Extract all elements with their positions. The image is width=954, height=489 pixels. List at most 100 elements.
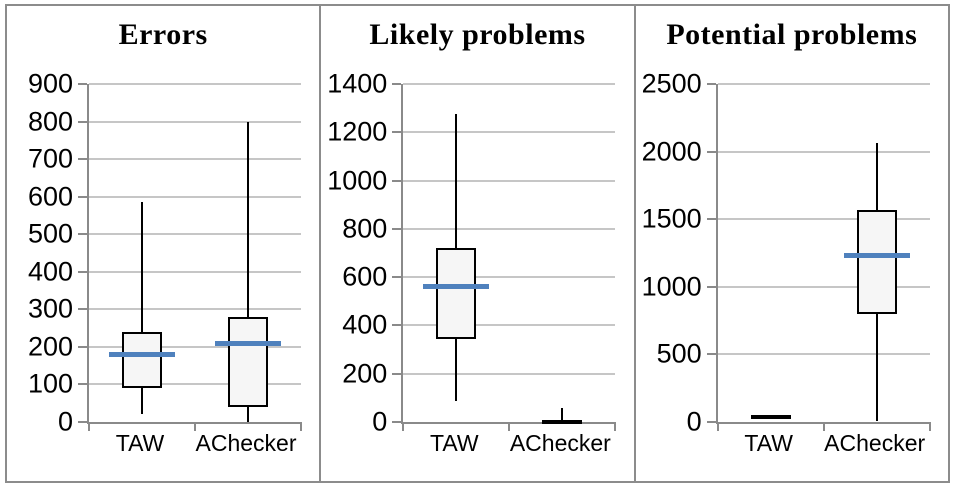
gridline (89, 83, 301, 85)
x-axis-tick (822, 422, 825, 431)
y-axis-tick (78, 421, 87, 423)
gridline (403, 227, 616, 230)
panel-likely-problems: Likely problems 1400 1200 1000 800 600 400 200… (321, 6, 636, 481)
box-achecker (856, 209, 897, 314)
y-axis-tick (392, 131, 402, 134)
y-axis-tick (392, 421, 402, 423)
gridline (403, 324, 616, 327)
box-taw (750, 414, 791, 419)
y-axis-tick (706, 150, 716, 153)
x-axis-labels: TAW AChecker (401, 430, 613, 462)
x-axis-tick (402, 422, 405, 431)
category-label-taw: TAW (115, 430, 165, 456)
gridline (89, 233, 301, 236)
plot-area (706, 83, 931, 431)
x-axis-tick (194, 422, 196, 431)
category-label-achecker: AChecker (195, 430, 297, 456)
median-line-taw (423, 284, 490, 290)
y-tick-label: 1200 (327, 116, 388, 147)
x-axis-tick (716, 422, 719, 431)
gridline (89, 270, 301, 273)
box-taw (436, 248, 477, 339)
plot-area (392, 83, 617, 431)
figure-frame: Errors 900 800 700 600 500 400 300 200 100 0 TAW … (5, 4, 950, 483)
x-axis-tick (508, 422, 511, 431)
y-axis-labels: 1400 1200 1000 800 600 400 200 0 (321, 70, 388, 435)
y-axis-tick (392, 372, 402, 375)
chart-title: Errors (118, 18, 208, 51)
y-tick-label: 500 (656, 338, 702, 369)
y-axis-tick (78, 158, 87, 161)
gridline (403, 276, 616, 279)
y-tick-label: 700 (27, 143, 73, 174)
y-tick-label: 0 (686, 406, 702, 437)
y-axis-tick (392, 227, 402, 230)
y-axis-tick (706, 285, 716, 288)
y-axis-tick (78, 308, 87, 311)
median-line-achecker (215, 340, 281, 346)
chart-title: Likely problems (369, 18, 586, 51)
y-axis-tick (706, 353, 716, 356)
gridline (89, 195, 301, 198)
y-tick-label: 0 (372, 406, 388, 437)
y-tick-label: 800 (342, 213, 388, 244)
y-tick-label: 300 (27, 293, 73, 324)
y-axis-tick (78, 83, 87, 85)
y-axis-tick (78, 345, 87, 348)
y-tick-label: 1000 (641, 271, 702, 302)
gridline (89, 308, 301, 311)
y-tick-label: 900 (27, 68, 73, 99)
gridline (717, 150, 930, 153)
y-tick-label: 1500 (641, 203, 702, 234)
y-tick-label: 0 (57, 406, 73, 437)
y-axis-tick (78, 383, 87, 386)
gridline (89, 158, 301, 161)
category-label-achecker: AChecker (509, 430, 611, 456)
category-label-achecker: AChecker (824, 430, 926, 456)
plot-area (78, 83, 302, 431)
y-tick-label: 800 (27, 106, 73, 137)
gridline (403, 179, 616, 182)
y-axis-tick (78, 120, 87, 123)
y-axis-tick (706, 218, 716, 221)
median-line-taw (109, 351, 175, 357)
chart-title: Potential problems (666, 18, 918, 51)
y-tick-label: 500 (27, 218, 73, 249)
gridline (717, 83, 930, 85)
y-axis-tick (706, 421, 716, 423)
x-axis-labels: TAW AChecker (87, 430, 299, 462)
y-axis-tick (78, 270, 87, 273)
category-label-taw: TAW (744, 430, 793, 456)
gridline (89, 120, 301, 123)
gridline (403, 83, 616, 85)
y-tick-label: 1000 (327, 165, 388, 196)
whisker-achecker (561, 407, 564, 422)
y-tick-label: 2000 (641, 136, 702, 167)
x-axis-tick (614, 422, 617, 431)
y-axis-tick (78, 233, 87, 236)
y-axis-tick (392, 324, 402, 327)
gridline (89, 383, 301, 386)
x-axis-tick (88, 422, 90, 431)
whisker-taw (141, 202, 143, 415)
gridline (717, 218, 930, 221)
x-axis-tick (928, 422, 931, 431)
y-axis-labels: 2500 2000 1500 1000 500 0 (636, 70, 702, 435)
y-tick-label: 200 (27, 331, 73, 362)
y-tick-label: 1400 (327, 68, 388, 99)
gridline (403, 372, 616, 375)
gridline (717, 353, 930, 356)
y-tick-label: 400 (342, 309, 388, 340)
box-achecker (542, 419, 583, 424)
y-axis-labels: 900 800 700 600 500 400 300 200 100 0 (7, 70, 73, 435)
y-tick-label: 2500 (641, 68, 702, 99)
y-tick-label: 200 (342, 358, 388, 389)
y-axis-tick (392, 276, 402, 279)
panel-potential-problems: Potential problems 2500 2000 1500 1000 500 0 … (635, 6, 948, 481)
panel-errors: Errors 900 800 700 600 500 400 300 200 100 0 TAW … (7, 6, 322, 481)
y-axis-tick (706, 83, 716, 85)
gridline (89, 345, 301, 348)
x-axis-tick (300, 422, 302, 431)
median-line-achecker (843, 253, 910, 259)
